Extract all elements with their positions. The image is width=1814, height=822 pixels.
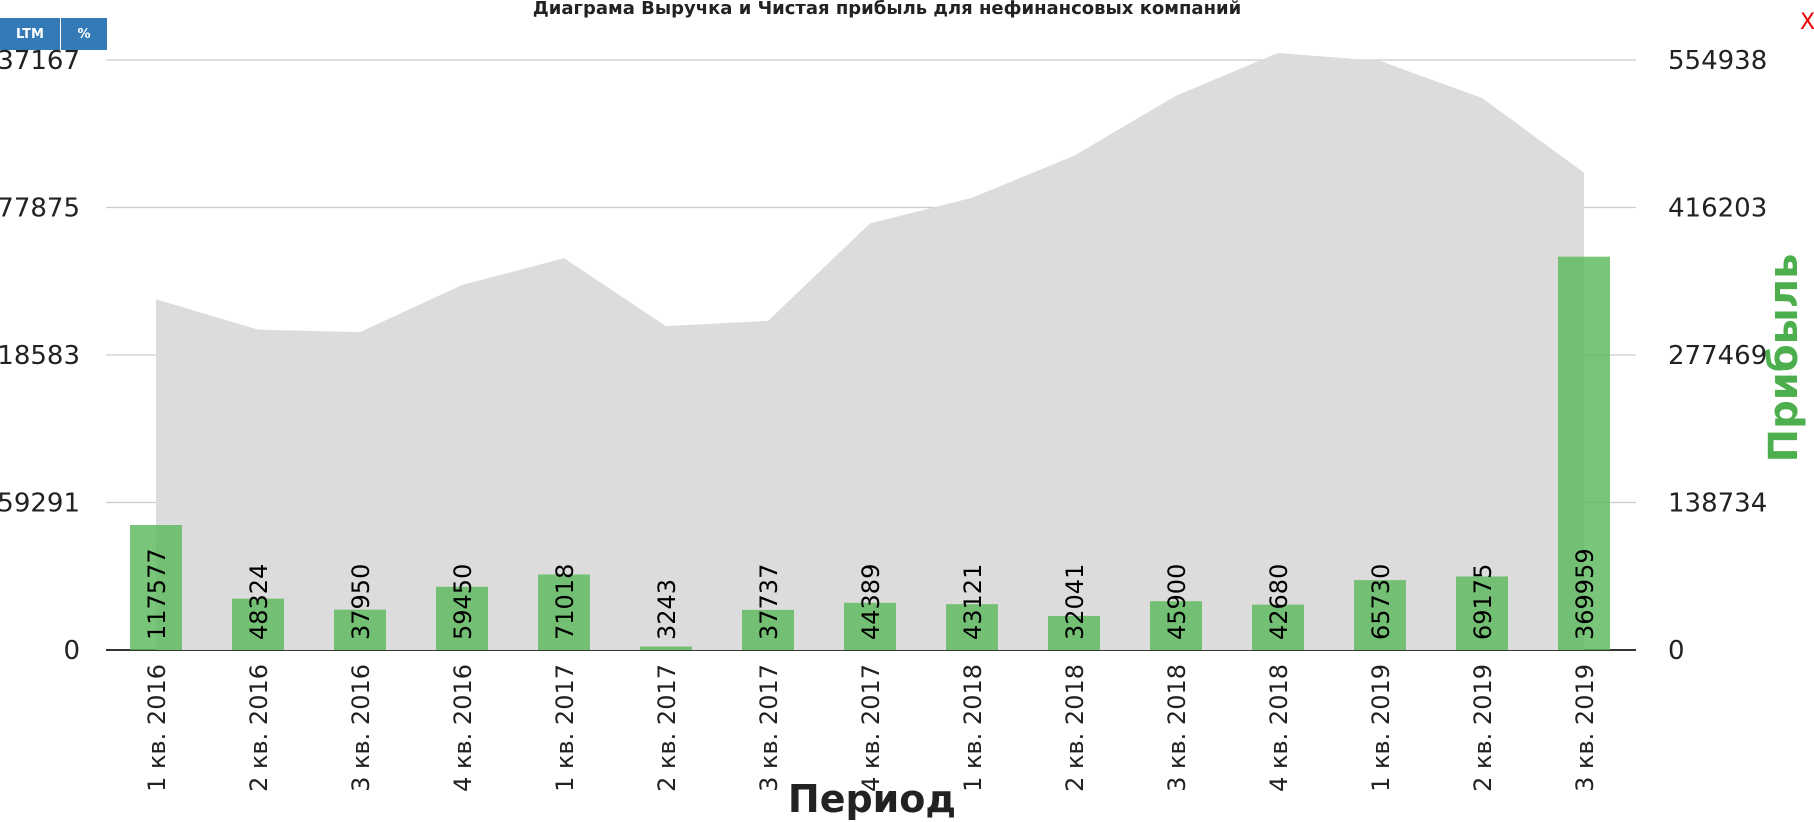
x-tick-label: 2 кв. 2017 [653,664,681,792]
bar [538,574,590,650]
bar [436,586,488,650]
chart-title: Диаграма Выручка и Чистая прибыль для не… [532,0,1242,19]
data-label: 48324 [245,564,273,640]
revenue-area-series [156,52,1584,651]
bar [1048,615,1100,650]
data-label: 59450 [449,564,477,640]
ltm-button[interactable]: LTM [0,18,60,50]
data-label: 369959 [1571,548,1599,640]
data-label: 43121 [959,564,987,640]
data-label: 3243 [653,579,681,640]
y2-axis-title: Прибыль [1761,254,1807,463]
data-labels: 117577 48324 37950 59450 71018 3243 37737 44389… [143,548,1599,640]
y2-tick-label: 0 [1668,636,1685,666]
bar [1354,580,1406,650]
data-label: 44389 [857,564,885,640]
bar [1558,256,1610,650]
data-label: 32041 [1061,564,1089,640]
x-tick-label: 1 кв. 2019 [1367,664,1395,792]
data-label: 71018 [551,564,579,640]
data-label: 117577 [143,548,171,640]
x-tick-label: 3 кв. 2017 [755,664,783,792]
y-axis-right-ticks: 0 138734 277469 416203 554938 [1668,46,1767,666]
y2-tick-label: 138734 [1668,489,1767,519]
bar [1456,576,1508,650]
x-tick-label: 2 кв. 2016 [245,664,273,792]
data-label: 69175 [1469,564,1497,640]
y2-tick-label: 277469 [1668,341,1767,371]
bar [1252,604,1304,650]
x-tick-label: 3 кв. 2018 [1163,664,1191,792]
y2-tick-label: 416203 [1668,194,1767,224]
bar [1150,601,1202,650]
y2-tick-label: 554938 [1668,46,1767,76]
bar [130,524,182,650]
data-label: 45900 [1163,564,1191,640]
data-label: 37950 [347,564,375,640]
profit-bar-series [130,256,1610,650]
bar [946,604,998,650]
y-tick-label: 177875 [0,194,80,224]
x-tick-label: 2 кв. 2019 [1469,664,1497,792]
data-label: 65730 [1367,564,1395,640]
bar [640,646,692,650]
percent-button[interactable]: % [61,18,107,50]
x-tick-label: 3 кв. 2019 [1571,664,1599,792]
x-tick-label: 1 кв. 2016 [143,664,171,792]
x-tick-label: 1 кв. 2018 [959,664,987,792]
data-label: 37737 [755,564,783,640]
x-tick-label: 1 кв. 2017 [551,664,579,792]
bar [844,602,896,650]
x-tick-label: 3 кв. 2016 [347,664,375,792]
y-tick-label: 237167 [0,46,80,76]
bar [232,598,284,650]
area-series [156,52,1584,651]
close-icon[interactable]: X [1800,10,1814,35]
bar [334,609,386,650]
x-tick-label: 2 кв. 2018 [1061,664,1089,792]
x-axis-title: Период [788,777,956,821]
x-tick-label: 4 кв. 2018 [1265,664,1293,792]
x-tick-label: 4 кв. 2017 [857,664,885,792]
bar [742,609,794,650]
x-tick-label: 4 кв. 2016 [449,664,477,792]
data-label: 42680 [1265,564,1293,640]
y-tick-label: 59291 [0,489,80,519]
x-axis-ticks: 1 кв. 2016 2 кв. 2016 3 кв. 2016 4 кв. 2016… [143,664,1599,792]
y-tick-label: 0 [63,636,80,666]
